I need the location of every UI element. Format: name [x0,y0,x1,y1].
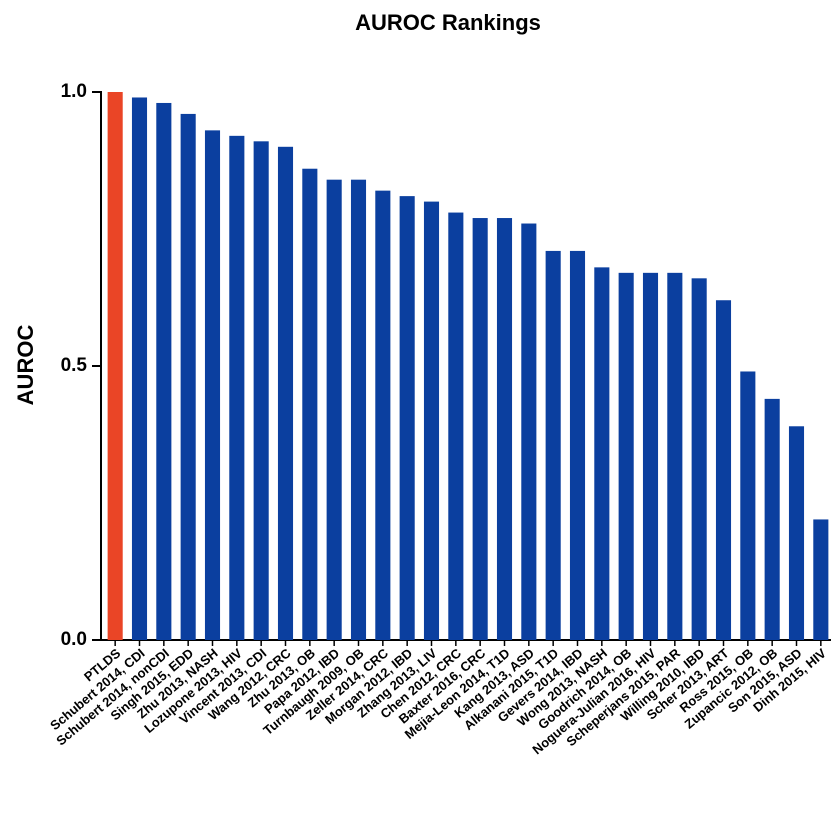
bar [107,92,123,640]
bar [277,146,294,641]
y-tick-label: 1.0 [61,81,87,102]
bar [399,196,415,640]
chart-title: AUROC Rankings [355,10,541,35]
bar [813,519,829,640]
bar [302,168,318,640]
bar [788,426,805,640]
bar [691,278,707,640]
bar [423,201,440,640]
bar [667,272,683,640]
bar [764,398,780,640]
y-tick-label: 0.0 [61,629,87,650]
bar [472,218,488,641]
bar [350,179,367,640]
y-axis-label: AUROC [13,325,38,406]
bar [180,113,196,641]
bar [448,212,464,640]
bar [496,218,513,641]
bar [618,272,634,640]
bar [326,179,342,640]
bar [715,300,732,640]
bar [642,272,659,640]
bar [375,190,391,640]
bar [253,141,269,640]
bar [740,371,756,640]
bar [156,102,172,640]
bar [569,250,586,641]
bar [521,223,537,640]
bar [545,250,561,641]
bar [131,97,148,641]
bar [594,267,610,640]
bar [204,130,221,641]
y-tick-label: 0.5 [61,355,88,376]
bar [229,135,245,640]
